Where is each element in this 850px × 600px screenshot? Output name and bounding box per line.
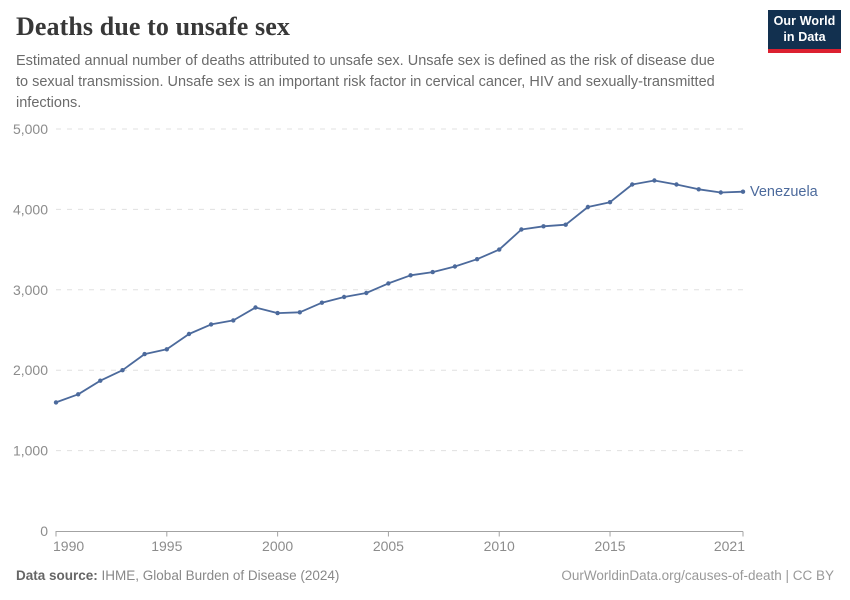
owid-logo-line2: in Data bbox=[783, 29, 826, 44]
data-point[interactable] bbox=[563, 222, 568, 227]
data-point[interactable] bbox=[98, 378, 103, 383]
data-point[interactable] bbox=[696, 187, 701, 192]
data-point[interactable] bbox=[452, 264, 458, 269]
y-axis-label: 3,000 bbox=[13, 282, 48, 298]
data-point[interactable] bbox=[652, 178, 657, 183]
data-point[interactable] bbox=[120, 368, 125, 373]
data-point[interactable] bbox=[76, 392, 81, 397]
owid-logo[interactable]: Our World in Data bbox=[768, 10, 841, 53]
x-axis-label: 1995 bbox=[151, 538, 182, 554]
data-point[interactable] bbox=[519, 227, 524, 232]
data-point[interactable] bbox=[497, 247, 502, 252]
data-source: Data source: IHME, Global Burden of Dise… bbox=[16, 568, 339, 583]
data-point[interactable] bbox=[142, 351, 147, 357]
x-axis-label: 2010 bbox=[484, 538, 515, 554]
data-source-label: Data source: bbox=[16, 568, 98, 583]
data-point[interactable] bbox=[341, 294, 347, 300]
data-point[interactable] bbox=[297, 310, 302, 315]
data-point[interactable] bbox=[674, 182, 679, 187]
data-point[interactable] bbox=[585, 204, 591, 210]
data-point[interactable] bbox=[208, 322, 214, 327]
owid-credit-link[interactable]: OurWorldinData.org/causes-of-death | CC … bbox=[561, 568, 834, 583]
data-point[interactable] bbox=[386, 281, 391, 286]
data-point[interactable] bbox=[718, 190, 723, 195]
data-point[interactable] bbox=[430, 269, 435, 275]
x-axis-label: 2021 bbox=[714, 538, 745, 554]
data-point[interactable] bbox=[164, 347, 169, 352]
data-point[interactable] bbox=[275, 310, 280, 316]
x-axis-label: 2015 bbox=[594, 538, 625, 554]
page-title: Deaths due to unsafe sex bbox=[16, 12, 290, 41]
y-axis-label: 0 bbox=[40, 523, 48, 539]
series-line-venezuela[interactable] bbox=[55, 179, 744, 404]
data-point[interactable] bbox=[408, 273, 413, 278]
data-point[interactable] bbox=[53, 400, 59, 405]
data-source-text: IHME, Global Burden of Disease (2024) bbox=[101, 568, 340, 583]
x-axis-label: 2000 bbox=[262, 538, 293, 554]
x-axis-label: 1990 bbox=[53, 538, 84, 554]
data-point[interactable] bbox=[186, 331, 192, 337]
x-axis-label: 2005 bbox=[373, 538, 404, 554]
data-point[interactable] bbox=[319, 300, 325, 305]
y-axis-label: 1,000 bbox=[13, 443, 48, 459]
data-point[interactable] bbox=[541, 224, 546, 229]
data-point[interactable] bbox=[474, 257, 480, 262]
data-point[interactable] bbox=[364, 290, 369, 296]
data-point[interactable] bbox=[740, 189, 746, 194]
data-point[interactable] bbox=[231, 318, 236, 323]
data-point[interactable] bbox=[607, 200, 613, 205]
series-end-label[interactable]: Venezuela bbox=[750, 184, 819, 200]
y-axis-label: 5,000 bbox=[13, 121, 48, 137]
data-point[interactable] bbox=[630, 182, 635, 187]
y-axis-label: 2,000 bbox=[13, 362, 48, 378]
chart-subtitle: Estimated annual number of deaths attrib… bbox=[16, 53, 715, 111]
owid-logo-line1: Our World bbox=[773, 14, 836, 29]
y-axis-label: 4,000 bbox=[13, 201, 48, 217]
data-point[interactable] bbox=[253, 305, 258, 310]
